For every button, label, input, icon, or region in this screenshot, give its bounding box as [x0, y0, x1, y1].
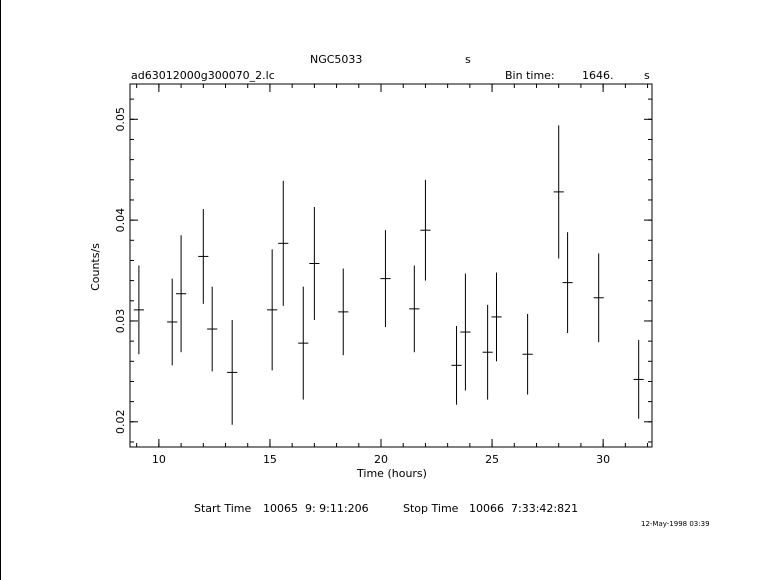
data-point	[207, 286, 218, 372]
y-tick-label: 0.04	[114, 208, 127, 233]
data-point	[227, 319, 238, 425]
axis-ticks	[130, 84, 652, 447]
y-tick-label: 0.05	[114, 107, 127, 131]
bin-time-label: Bin time:	[505, 69, 555, 82]
plot-border	[129, 83, 653, 448]
start-time-value: 10065 9: 9:11:206	[263, 502, 369, 515]
x-tick-label: 15	[263, 453, 277, 466]
x-tick-label: 20	[374, 453, 388, 466]
plot-frame	[129, 83, 653, 448]
data-point	[133, 265, 144, 355]
data-point	[380, 230, 391, 328]
file-name: ad63012000g300070_2.lc	[131, 69, 275, 82]
stop-time-label: Stop Time	[403, 502, 459, 515]
x-tick-label: 10	[152, 453, 166, 466]
data-point	[198, 209, 209, 304]
data-point	[420, 179, 431, 281]
window-left-edge	[0, 0, 1, 580]
data-point	[298, 286, 309, 400]
data-point	[451, 326, 462, 405]
x-axis-label: Time (hours)	[356, 467, 427, 480]
plot-timestamp: 12-May-1998 03:39	[641, 520, 710, 528]
data-point	[522, 313, 533, 395]
object-name: NGC5033	[310, 53, 363, 66]
start-time-label: Start Time	[194, 502, 252, 515]
bin-time-unit: s	[644, 69, 650, 82]
data-point	[167, 278, 178, 366]
object-unit: s	[465, 53, 471, 66]
data-point	[409, 265, 420, 353]
tick-labels: 10 15 20 25 30 0.02 0.03 0.04 0.05	[114, 107, 610, 466]
stop-time-value: 10066 7:33:42:821	[469, 502, 579, 515]
x-tick-label: 30	[596, 453, 610, 466]
x-tick-label: 25	[485, 453, 499, 466]
y-axis-label: Counts/s	[89, 243, 102, 291]
data-point	[176, 235, 187, 353]
data-point	[482, 304, 493, 400]
data-point	[491, 272, 502, 362]
bin-time-value: 1646.	[582, 69, 614, 82]
data-point	[553, 125, 564, 259]
y-tick-label: 0.02	[114, 410, 127, 435]
data-point	[338, 268, 349, 356]
data-point	[309, 207, 320, 320]
y-tick-label: 0.03	[114, 309, 127, 334]
data-points	[133, 125, 644, 425]
data-point	[267, 249, 278, 371]
data-point	[633, 340, 644, 419]
data-point	[593, 253, 604, 343]
data-point	[278, 180, 289, 306]
data-point	[562, 232, 573, 334]
data-point	[460, 273, 471, 391]
